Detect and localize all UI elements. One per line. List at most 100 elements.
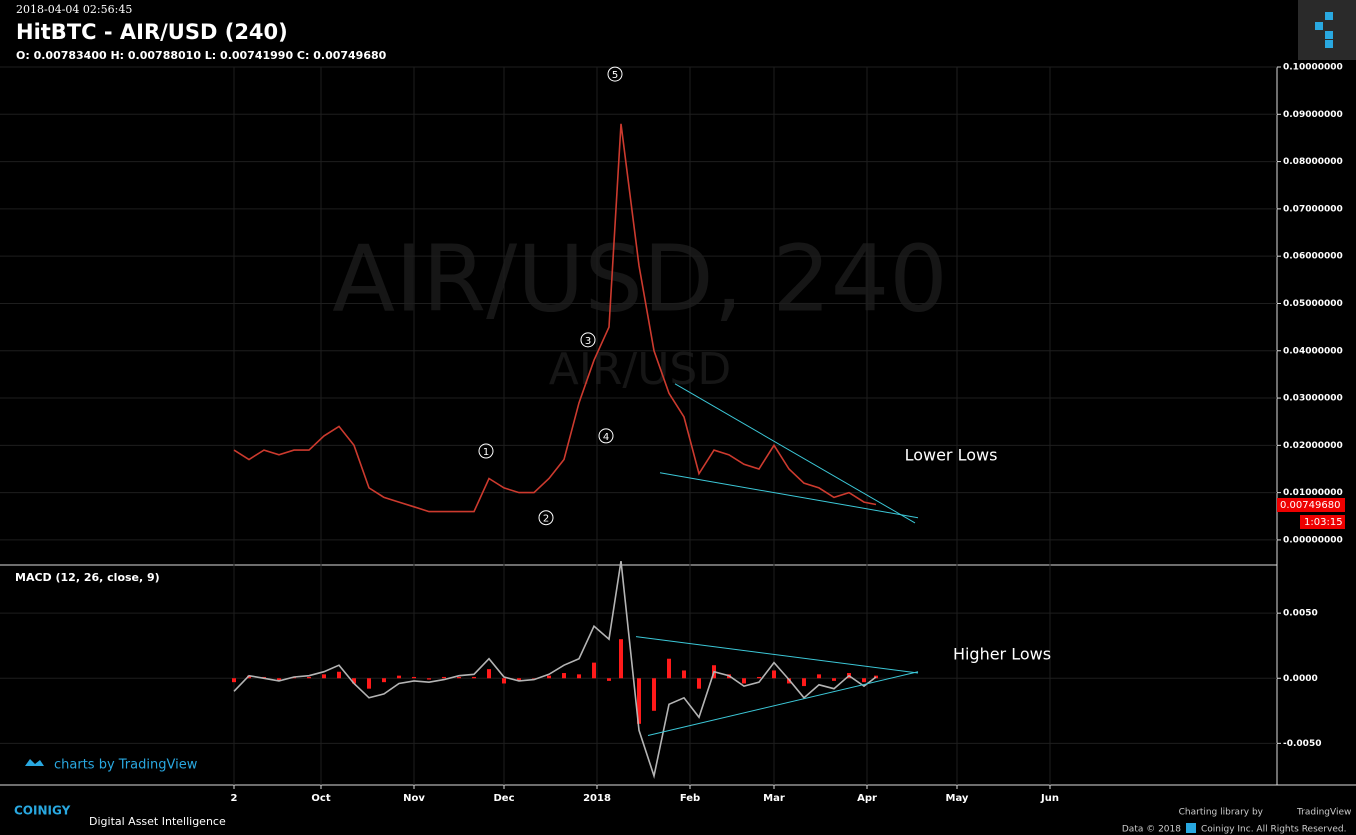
histogram-bar <box>307 676 311 679</box>
histogram-bar <box>607 678 611 681</box>
histogram-bar <box>367 678 371 689</box>
macd-line <box>233 560 877 779</box>
logo-square <box>1315 22 1323 30</box>
x-tick-label: Jun <box>1040 793 1059 804</box>
histogram-bar <box>382 678 386 683</box>
histogram-bar <box>352 678 356 684</box>
histogram-bar <box>667 658 671 679</box>
histogram-bar <box>592 662 596 679</box>
histogram-bar <box>472 676 476 679</box>
histogram-bar <box>502 678 506 684</box>
histogram-bar <box>337 671 341 679</box>
trendline <box>647 671 919 737</box>
x-tick-label: Mar <box>763 793 785 804</box>
histogram-bar <box>832 678 836 681</box>
trendline <box>674 383 916 524</box>
timestamp: 2018-04-04 02:56:45 <box>16 3 132 16</box>
x-tick-label: May <box>946 793 969 804</box>
y-tick-label: 0.0000 <box>1283 674 1318 684</box>
coinigy-mini <box>1186 823 1196 833</box>
price-line <box>233 123 877 513</box>
histogram-bar <box>817 674 821 679</box>
tagline: Digital Asset Intelligence <box>89 815 226 828</box>
histogram-bar <box>577 674 581 679</box>
histogram-bar <box>247 675 251 679</box>
library-name[interactable]: TradingView <box>1296 808 1351 818</box>
histogram-bar <box>619 639 623 679</box>
wave-marker <box>478 443 494 459</box>
wave-marker <box>607 66 623 82</box>
y-tick-label: 0.04000000 <box>1283 346 1343 356</box>
library-note: Charting library by <box>1179 808 1264 818</box>
histogram-bar <box>682 670 686 679</box>
logo-square <box>1325 12 1333 20</box>
histogram-bar <box>442 676 446 679</box>
histogram-bar <box>637 678 641 724</box>
brand: COINIGY <box>14 804 71 818</box>
x-tick-label: Apr <box>857 793 877 804</box>
histogram-bar <box>652 678 656 711</box>
y-tick-label: 0.01000000 <box>1283 488 1343 498</box>
coinigy-logo <box>1298 0 1356 60</box>
y-tick-label: 0.03000000 <box>1283 394 1343 404</box>
price-tag-box <box>1277 498 1345 512</box>
countdown: 1:03:15 <box>1304 517 1343 528</box>
wave-label: 4 <box>603 432 609 443</box>
histogram-bar <box>457 676 461 679</box>
y-tick-label: 0.0050 <box>1283 609 1318 619</box>
y-tick-label: 0.06000000 <box>1283 252 1343 262</box>
y-tick-label: 0.00000000 <box>1283 535 1343 545</box>
histogram-bar <box>397 675 401 679</box>
wave-marker <box>598 428 614 444</box>
annotation: Lower Lows <box>905 445 998 464</box>
histogram-bar <box>517 678 521 681</box>
y-tick-label: 0.05000000 <box>1283 299 1343 309</box>
trendline <box>635 636 919 674</box>
histogram-bar <box>277 678 281 681</box>
x-tick-label: 2018 <box>583 793 611 804</box>
wave-marker <box>580 332 596 348</box>
countdown-box <box>1300 515 1345 529</box>
x-tick-label: Oct <box>311 793 330 804</box>
histogram-bar <box>562 673 566 679</box>
histogram-bar <box>802 678 806 687</box>
x-tick-label: Nov <box>403 793 425 804</box>
data-note: Data © 2018 <box>1122 825 1181 835</box>
histogram-bar <box>427 678 431 680</box>
tv-badge[interactable]: charts by TradingView <box>54 758 198 773</box>
y-tick-label: 0.08000000 <box>1283 157 1343 167</box>
wave-label: 5 <box>612 70 618 81</box>
y-tick-label: -0.0050 <box>1283 739 1321 749</box>
histogram-bar <box>322 674 326 679</box>
y-tick-label: 0.07000000 <box>1283 204 1343 214</box>
histogram-bar <box>757 676 761 679</box>
histogram-bar <box>787 678 791 684</box>
watermark-sub: AIR/USD <box>549 344 732 395</box>
title: HitBTC - AIR/USD (240) <box>16 20 288 44</box>
y-tick-label: 0.02000000 <box>1283 441 1343 451</box>
annotation: Higher Lows <box>953 644 1051 663</box>
wave-label: 3 <box>585 336 591 347</box>
logo-square <box>1325 31 1333 39</box>
y-tick-label: 0.10000000 <box>1283 63 1343 73</box>
x-tick-label: Feb <box>680 793 700 804</box>
ohlc: O: 0.00783400 H: 0.00788010 L: 0.0074199… <box>16 49 387 62</box>
trendline <box>659 472 919 519</box>
histogram-bar <box>487 669 491 679</box>
wave-marker <box>538 510 554 526</box>
y-tick-label: 0.09000000 <box>1283 110 1343 120</box>
macd-title: MACD (12, 26, close, 9) <box>15 571 160 584</box>
wave-label: 2 <box>543 514 549 525</box>
histogram-bar <box>697 678 701 689</box>
histogram-bar <box>232 678 236 683</box>
histogram-bar <box>862 678 866 683</box>
histogram-bar <box>874 675 878 679</box>
histogram-bar <box>772 670 776 679</box>
rights: Coinigy Inc. All Rights Reserved. <box>1201 825 1346 835</box>
x-tick-label: Dec <box>493 793 514 804</box>
tv-icon <box>25 759 44 766</box>
histogram-bar <box>412 676 416 679</box>
